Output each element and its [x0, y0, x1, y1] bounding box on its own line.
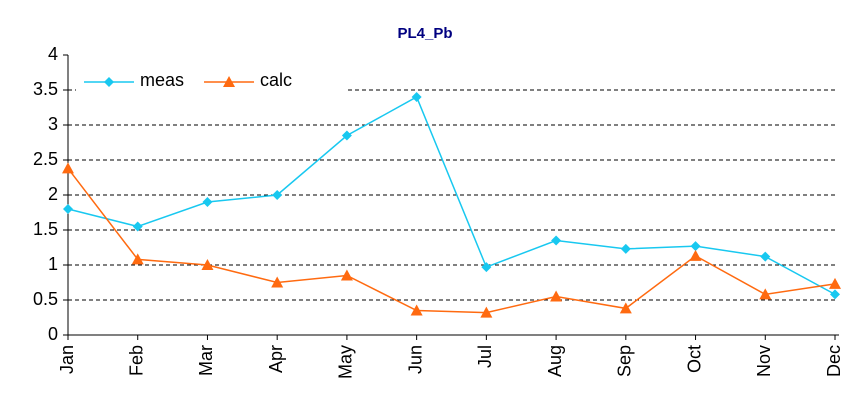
x-tick-label: Jun — [405, 345, 425, 374]
marker — [620, 243, 631, 254]
marker — [410, 304, 423, 316]
series-line — [67, 167, 836, 314]
marker — [619, 302, 632, 314]
y-tick-label: 1 — [48, 254, 58, 274]
x-tick-label: Feb — [126, 345, 146, 376]
y-tick-label: 2 — [48, 184, 58, 204]
y-tick-label: 3 — [48, 114, 58, 134]
marker — [829, 277, 841, 289]
x-tick-label: Jan — [57, 345, 77, 374]
x-tick-label: Oct — [684, 345, 704, 373]
marker — [340, 269, 353, 281]
marker — [689, 249, 702, 261]
x-tick-label: Nov — [754, 345, 774, 377]
marker — [272, 190, 283, 200]
marker — [481, 262, 492, 273]
marker — [131, 253, 144, 265]
marker — [132, 221, 143, 232]
marker — [201, 259, 214, 270]
marker — [550, 290, 563, 302]
marker — [760, 251, 771, 262]
marker — [271, 276, 284, 288]
y-tick-label: 4 — [48, 44, 58, 64]
y-tick-label: 1.5 — [33, 219, 58, 239]
marker — [480, 306, 493, 318]
x-tick-label: Aug — [545, 345, 565, 377]
marker — [62, 162, 74, 174]
marker — [341, 130, 352, 141]
x-tick-label: May — [336, 345, 356, 379]
marker — [104, 77, 114, 87]
x-tick-label: Dec — [824, 345, 843, 377]
y-tick-label: 2.5 — [33, 149, 58, 169]
y-tick-label: 3.5 — [33, 79, 58, 99]
y-tick-label: 0 — [48, 324, 58, 344]
legend: meas calc — [76, 65, 348, 99]
chart-title: PL4_Pb — [397, 25, 452, 42]
marker — [63, 204, 73, 214]
marker — [759, 288, 772, 300]
x-tick-label: Apr — [266, 345, 286, 373]
marker — [223, 76, 236, 87]
y-tick-label: 0.5 — [33, 289, 58, 309]
marker — [551, 235, 562, 246]
x-tick-label: Jul — [475, 345, 495, 368]
marker — [830, 289, 840, 300]
x-tick-label: Mar — [196, 345, 216, 376]
legend-label: calc — [260, 70, 292, 90]
legend-label: meas — [140, 70, 184, 90]
marker — [411, 92, 422, 102]
marker — [690, 241, 701, 252]
series-line — [67, 95, 836, 296]
marker — [202, 197, 213, 207]
x-tick-label: Sep — [615, 345, 635, 377]
